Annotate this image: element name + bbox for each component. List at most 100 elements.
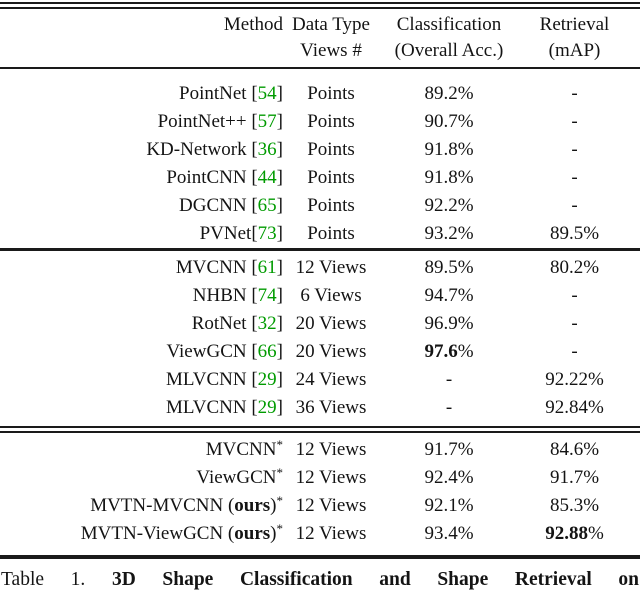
citation-link[interactable]: 32 [257,313,277,334]
star-marker: * [276,465,284,480]
data-type-cell: 12 Views [295,523,367,544]
citation-link[interactable]: 54 [257,83,277,104]
data-type-cell: 24 Views [295,369,367,390]
method-cell: PointNet [54] [179,83,283,104]
table-rule-section-1 [0,248,640,251]
table-rule-top [0,2,640,9]
citation-link[interactable]: 57 [257,111,277,132]
retrieval-cell: 85.3% [549,495,600,516]
method-cell: KD-Network [36] [146,139,283,160]
header-classification: Classification [396,14,502,35]
table-row: ViewGCN* 12 Views 92.4% 91.7% [0,464,640,492]
header-row-1: Method Data Type Classification Retrieva… [0,12,640,38]
method-cell: RotNet [32] [191,313,283,334]
retrieval-cell: - [571,83,578,104]
table-row: MVCNN* 12 Views 91.7% 84.6% [0,436,640,464]
citation-link[interactable]: 61 [257,257,277,278]
method-cell: MVTN-ViewGCN (ours)* [80,521,283,544]
data-type-cell: 12 Views [295,257,367,278]
data-type-cell: 6 Views [300,285,362,306]
method-cell: DGCNN [65] [179,195,283,216]
table-header: Method Data Type Classification Retrieva… [0,9,640,67]
citation-link[interactable]: 65 [257,195,277,216]
table-row: RotNet [32] 20 Views 96.9% - [0,310,640,338]
table-row: PointNet [54] Points 89.2% - [0,80,640,108]
classification-cell: 89.5% [424,257,474,278]
data-type-cell: Points [307,167,355,188]
method-cell: PointNet++ [57] [157,111,283,132]
method-cell: ViewGCN* [196,465,284,488]
retrieval-cell: - [571,139,578,160]
table-row: MLVCNN [29] 36 Views - 92.84% [0,394,640,422]
data-type-cell: 12 Views [295,467,367,488]
classification-cell: 93.4% [424,523,474,544]
citation-link[interactable]: 29 [257,369,277,390]
data-type-cell: Points [307,223,355,244]
table-row: PVNet[73] Points 93.2% 89.5% [0,220,640,248]
data-type-cell: Points [307,111,355,132]
header-retrieval: Retrieval [539,14,610,35]
retrieval-cell: 92.22% [545,369,604,390]
table-row: PointNet++ [57] Points 90.7% - [0,108,640,136]
citation-link[interactable]: 66 [257,341,277,362]
method-cell: NHBN [74] [192,285,283,306]
method-cell: MVCNN [61] [175,257,283,278]
retrieval-cell: 89.5% [549,223,600,244]
classification-cell: 92.1% [424,495,474,516]
classification-cell: 93.2% [424,223,474,244]
classification-cell: - [445,369,453,390]
table-row: MVTN-MVCNN (ours)* 12 Views 92.1% 85.3% [0,492,640,520]
header-views: Views # [300,40,362,61]
retrieval-cell: - [571,341,578,362]
method-cell: MVTN-MVCNN (ours)* [90,493,284,516]
method-cell: MLVCNN [29] [166,369,283,390]
classification-cell: 92.2% [424,195,474,216]
data-type-cell: Points [307,195,355,216]
table-row: MVTN-ViewGCN (ours)* 12 Views 93.4% 92.88% [0,520,640,548]
retrieval-cell: - [571,285,578,306]
data-type-cell: 20 Views [295,341,367,362]
classification-cell: 90.7% [424,111,474,132]
section-mvtn-methods: MVCNN* 12 Views 91.7% 84.6% ViewGCN* 12 Views… [0,433,640,555]
method-cell: MLVCNN [29] [166,397,283,418]
retrieval-cell: - [571,167,578,188]
star-marker: * [276,437,284,452]
star-marker: * [276,493,284,508]
data-type-cell: 12 Views [295,439,367,460]
header-data-type: Data Type [292,14,370,35]
table-rule-section-2 [0,426,640,433]
header-overall-acc: (Overall Acc.) [394,40,504,61]
retrieval-cell: 80.2% [549,257,600,278]
caption-label: Table 1. [1,569,86,590]
classification-cell: 96.9% [424,313,474,334]
method-cell: MVCNN* [205,437,284,460]
header-row-2: Views # (Overall Acc.) (mAP) [0,38,640,64]
table-row: KD-Network [36] Points 91.8% - [0,136,640,164]
data-type-cell: Points [307,139,355,160]
table-row: MVCNN [61] 12 Views 89.5% 80.2% [0,254,640,282]
retrieval-cell: - [571,111,578,132]
table-row: ViewGCN [66] 20 Views 97.6% - [0,338,640,366]
table-rule-header [0,67,640,69]
table-row: PointCNN [44] Points 91.8% - [0,164,640,192]
table-rule-bottom [0,555,640,559]
citation-link[interactable]: 29 [257,397,277,418]
retrieval-cell: - [571,313,578,334]
citation-link[interactable]: 44 [257,167,277,188]
caption-title: 3D Shape Classification and Shape Retrie… [111,569,640,590]
method-cell: PVNet[73] [199,223,283,244]
data-type-cell: 12 Views [295,495,367,516]
data-type-cell: 20 Views [295,313,367,334]
classification-cell: 92.4% [424,467,474,488]
header-method: Method [223,14,283,35]
citation-link[interactable]: 36 [257,139,277,160]
method-cell: PointCNN [44] [166,167,283,188]
retrieval-cell: 91.7% [549,467,600,488]
citation-link[interactable]: 73 [257,223,277,244]
retrieval-cell: - [571,195,578,216]
citation-link[interactable]: 74 [257,285,277,306]
method-cell: ViewGCN [66] [166,341,283,362]
classification-cell: - [445,397,453,418]
classification-cell: 94.7% [424,285,474,306]
